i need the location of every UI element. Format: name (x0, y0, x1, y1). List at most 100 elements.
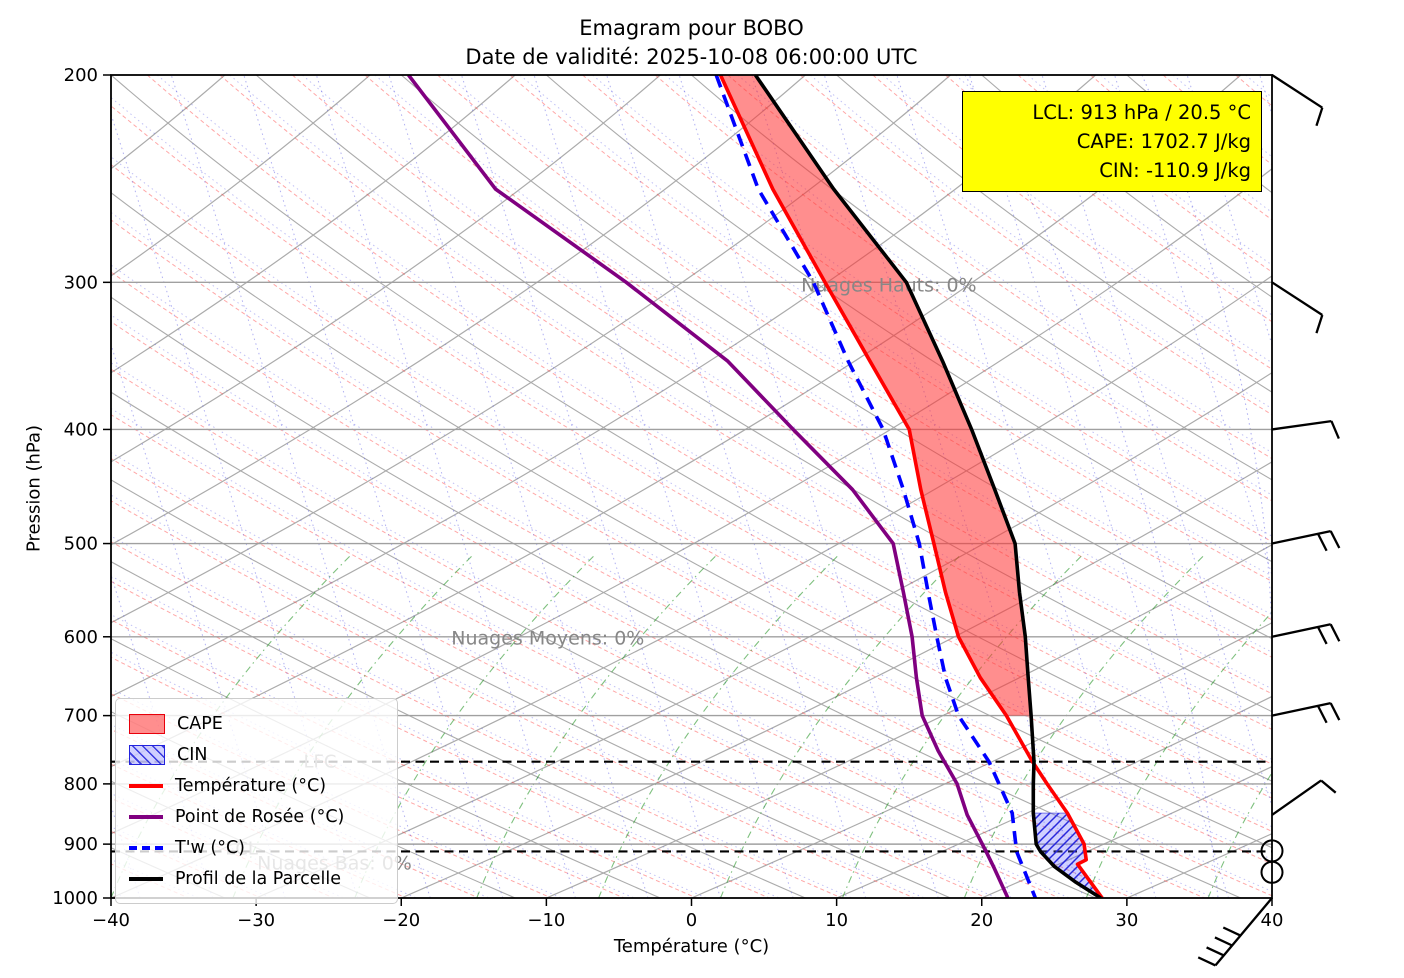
blue-dotted-companion-line (592, 75, 1272, 537)
red-dashed-adiabat-line (111, 271, 1272, 897)
y-tick-label: 300 (64, 272, 98, 293)
green-moist-adiabat-line (1207, 771, 1272, 898)
wind-barb-300 (1271, 281, 1324, 334)
mixing-ratio-line (533, 75, 794, 898)
x-tick-label: −10 (527, 910, 565, 931)
dry-adiabat-grid-line (111, 479, 951, 898)
legend-label: Point de Rosée (°C) (175, 806, 345, 827)
wind-barb-500 (1271, 529, 1341, 552)
chart-title-block: Emagram pour BOBO Date de validité: 2025… (111, 14, 1272, 72)
thermo-summary-box: LCL: 913 hPa / 20.5 °C CAPE: 1702.7 J/kg… (962, 91, 1262, 192)
cape-area (720, 75, 1032, 716)
x-tick-label: 10 (825, 910, 848, 931)
green-moist-adiabat-line (841, 554, 1083, 898)
legend-item-temperature: Température (°C) (129, 770, 385, 801)
red-dashed-adiabat-line (292, 75, 1272, 695)
cape-patch-icon (129, 713, 165, 734)
mixing-ratio-line (1186, 75, 1272, 347)
chart-subtitle-date: Date de validité: 2025-10-08 06:00:00 UT… (465, 45, 918, 69)
isotherm-grid-line (111, 75, 806, 546)
y-tick-label: 800 (64, 774, 98, 795)
mixing-ratio-line (1259, 75, 1272, 116)
y-tick-label: 500 (64, 534, 98, 555)
y-tick-label: 200 (64, 65, 98, 86)
legend-label: T'w (°C) (175, 837, 245, 858)
red-dashed-adiabat-line (111, 619, 697, 898)
red-line-icon (129, 783, 163, 788)
mixing-ratio-line (243, 75, 504, 898)
red-dashed-adiabat-line (509, 75, 1272, 582)
red-dashed-adiabat-line (111, 321, 1205, 898)
mixing-ratio-line (896, 75, 1157, 898)
legend-label: Profil de la Parcelle (175, 868, 341, 889)
red-dashed-adiabat-line (437, 75, 1272, 621)
red-dashed-adiabat-line (1090, 75, 1272, 221)
green-moist-adiabat-line (598, 554, 840, 898)
isotherm-grid-line (111, 75, 1097, 698)
red-dashed-adiabat-line (146, 75, 1272, 765)
x-tick-label: 0 (686, 910, 697, 931)
mixing-ratio-line (111, 112, 359, 898)
mixing-ratio-line (170, 75, 431, 898)
cape-value: CAPE: 1702.7 J/kg (1076, 130, 1251, 153)
blue-dashed-line-icon (129, 845, 163, 850)
y-tick-label: 900 (64, 834, 98, 855)
dry-adiabat-grid-line (836, 75, 1272, 393)
temperature-curve (718, 75, 1104, 898)
dry-adiabat-grid-line (111, 191, 1272, 849)
dry-adiabat-grid-line (691, 75, 1272, 481)
red-dashed-adiabat-line (1162, 75, 1272, 166)
red-dashed-adiabat-line (111, 414, 1060, 898)
x-tick-label: 40 (1261, 910, 1284, 931)
mixing-ratio-line (315, 75, 576, 898)
wind-barb-700 (1271, 702, 1341, 724)
dry-adiabat-grid-line (1271, 75, 1272, 76)
red-dashed-adiabat-line (111, 500, 915, 898)
red-dashed-adiabat-line (582, 75, 1272, 543)
isotherm-grid-line (981, 765, 1272, 898)
wind-barb-400 (1271, 419, 1340, 440)
legend-item-wetbulb: T'w (°C) (129, 832, 385, 863)
lcl-value: LCL: 913 hPa / 20.5 °C (1032, 101, 1251, 124)
moist-arc-line (1141, 75, 1272, 720)
y-tick-label: 400 (64, 419, 98, 440)
wind-barb-200 (1271, 74, 1324, 127)
mixing-ratio-line (388, 75, 649, 898)
dewpoint-curve (407, 75, 1010, 898)
x-tick-label: 30 (1115, 910, 1138, 931)
red-dashed-adiabat-line (111, 163, 1272, 832)
x-tick-label: −40 (92, 910, 130, 931)
isotherm-grid-line (1271, 897, 1272, 898)
red-dashed-adiabat-line (111, 219, 1272, 865)
red-dashed-adiabat-line (219, 75, 1272, 730)
wind-barb-850 (1271, 779, 1337, 816)
nuages-moyens: Nuages Moyens: 0% (451, 627, 644, 649)
mixing-ratio-line (678, 75, 939, 898)
mixing-ratio-line (751, 75, 1012, 898)
mixing-ratio-line (1114, 75, 1272, 577)
isotherm-grid-line (111, 75, 371, 277)
legend-item-cin: CIN (129, 739, 385, 770)
isotherm-grid-line (111, 75, 516, 374)
blue-dotted-companion-line (302, 75, 1272, 690)
dry-adiabat-grid-line (111, 75, 1272, 782)
red-dashed-adiabat-line (111, 105, 1272, 799)
blue-dotted-companion-line (1172, 75, 1272, 158)
legend-item-cape: CAPE (129, 708, 385, 739)
y-tick-label: 1000 (52, 888, 98, 909)
dry-adiabat-grid-line (981, 75, 1272, 298)
green-moist-adiabat-line (1085, 611, 1272, 898)
legend-label: CIN (177, 744, 208, 765)
dry-adiabat-grid-line (111, 561, 806, 898)
red-dashed-adiabat-line (111, 541, 842, 898)
mixing-ratio-line (111, 342, 286, 898)
legend-label: CAPE (177, 713, 223, 734)
nuages-hauts: Nuages Hauts: 0% (801, 275, 977, 297)
wind-barb-1000 (1197, 897, 1273, 967)
blue-dotted-companion-line (1100, 75, 1272, 214)
wetbulb-curve (714, 75, 1038, 898)
dry-adiabat-grid-line (111, 296, 1241, 898)
x-axis-label: Température (°C) (613, 936, 770, 957)
blue-dotted-companion-line (955, 75, 1272, 316)
